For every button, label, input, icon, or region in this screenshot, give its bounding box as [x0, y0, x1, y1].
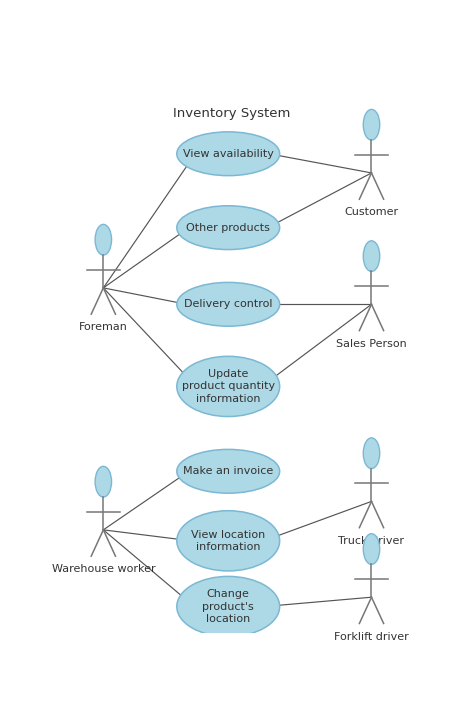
- Ellipse shape: [177, 282, 280, 326]
- Ellipse shape: [363, 534, 380, 565]
- Ellipse shape: [177, 356, 280, 417]
- Ellipse shape: [177, 205, 280, 250]
- Text: Warehouse worker: Warehouse worker: [52, 565, 155, 574]
- Ellipse shape: [95, 466, 111, 497]
- Text: Forklift driver: Forklift driver: [334, 631, 409, 642]
- Text: View location
information: View location information: [191, 530, 265, 552]
- Text: Customer: Customer: [345, 208, 399, 218]
- Text: Delivery control: Delivery control: [184, 299, 273, 309]
- Text: Change
product's
location: Change product's location: [202, 589, 254, 624]
- Ellipse shape: [363, 109, 380, 140]
- Ellipse shape: [177, 510, 280, 571]
- Ellipse shape: [177, 132, 280, 176]
- Ellipse shape: [95, 225, 111, 255]
- Ellipse shape: [363, 438, 380, 469]
- Text: Other products: Other products: [186, 223, 270, 232]
- Text: Foreman: Foreman: [79, 322, 128, 332]
- Ellipse shape: [177, 577, 280, 636]
- Ellipse shape: [177, 449, 280, 493]
- Text: Inventory System: Inventory System: [173, 107, 291, 120]
- Text: Truck driver: Truck driver: [338, 536, 404, 546]
- Text: View availability: View availability: [183, 149, 273, 159]
- Ellipse shape: [363, 241, 380, 272]
- Text: Update
product quantity
information: Update product quantity information: [182, 369, 275, 404]
- Text: Make an invoice: Make an invoice: [183, 466, 273, 476]
- Text: Sales Person: Sales Person: [336, 339, 407, 349]
